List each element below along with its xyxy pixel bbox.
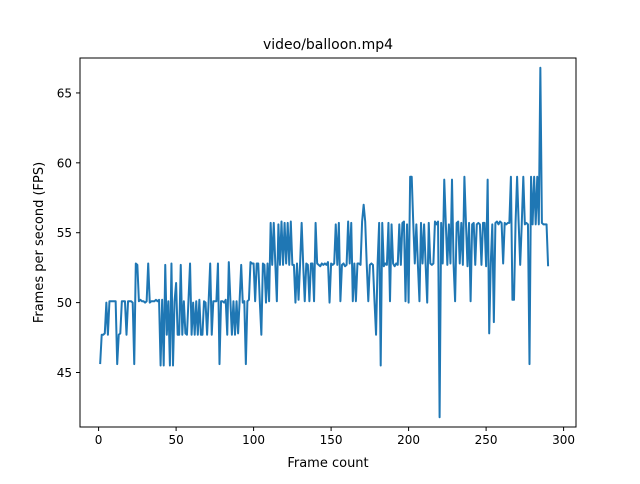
chart-title: video/balloon.mp4	[263, 37, 393, 53]
x-tick-label: 300	[552, 433, 575, 447]
y-tick-label: 55	[57, 226, 72, 240]
x-tick-label: 150	[320, 433, 343, 447]
fps-series-line	[99, 66, 550, 419]
x-tick-label: 250	[475, 433, 498, 447]
axes-frame	[79, 57, 577, 428]
x-axis-label: Frame count	[287, 456, 368, 471]
x-tick-label: 50	[168, 433, 183, 447]
y-tick-label: 45	[57, 366, 72, 380]
ticks-layer: 0 50 100 150 200 250 300 45 50 55 60 65	[57, 86, 575, 447]
y-tick-label: 50	[57, 296, 72, 310]
y-tick-label: 60	[57, 156, 72, 170]
y-axis-label: Frames per second (FPS)	[32, 162, 47, 323]
x-tick-label: 100	[242, 433, 265, 447]
x-tick-label: 0	[95, 433, 103, 447]
x-tick-label: 200	[397, 433, 420, 447]
plot-layer	[99, 66, 550, 419]
y-tick-label: 65	[57, 86, 72, 100]
